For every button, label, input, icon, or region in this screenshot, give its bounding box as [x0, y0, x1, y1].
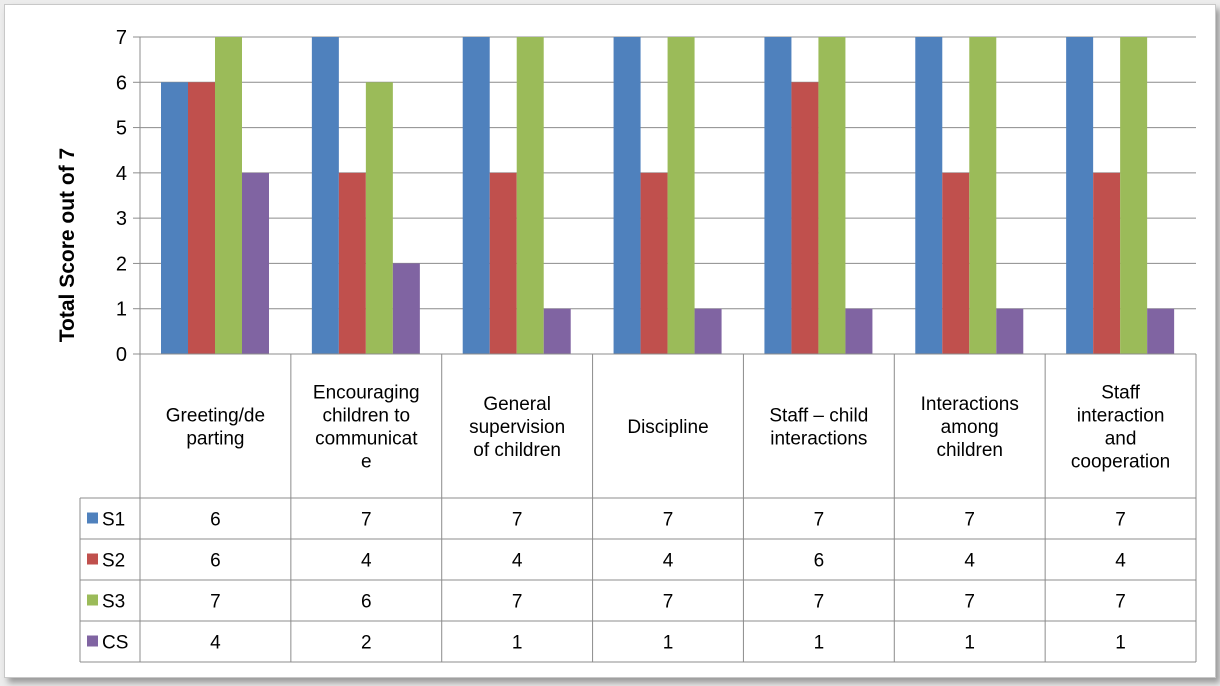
bar-s3-1: [365, 82, 393, 355]
table-cell-s3: 7: [210, 592, 221, 613]
bar-s2-6: [1093, 172, 1121, 354]
category-label: General: [483, 394, 551, 415]
table-cell-cs: 1: [512, 633, 523, 654]
table-cell-s3: 7: [512, 592, 523, 613]
table-cell-s2: 4: [663, 551, 674, 572]
bar-s1-5: [915, 37, 943, 354]
category-label: e: [361, 452, 372, 473]
y-tick-label: 7: [116, 27, 127, 49]
table-cell-s3: 7: [814, 592, 825, 613]
table-cell-s2: 4: [964, 551, 975, 572]
bar-s3-0: [215, 37, 242, 354]
table-cell-cs: 1: [1115, 633, 1126, 654]
category-label: cooperation: [1071, 452, 1170, 473]
table-cell-s2: 4: [1115, 551, 1126, 572]
bar-s3-6: [1120, 37, 1148, 354]
table-cell-s2: 6: [814, 551, 825, 572]
table-cell-cs: 2: [361, 633, 372, 654]
bar-s2-4: [791, 82, 819, 355]
table-cell-cs: 4: [210, 633, 221, 654]
category-label: Interactions: [921, 394, 1019, 415]
table-cell-s1: 7: [512, 510, 523, 531]
bar-cs-3: [694, 308, 722, 354]
table-cell-s1: 7: [663, 510, 674, 531]
bar-s1-3: [613, 37, 641, 354]
table-cell-s1: 7: [1115, 510, 1126, 531]
table-cell-cs: 1: [814, 633, 825, 654]
y-axis-label: Total Score out of 7: [56, 148, 79, 342]
category-label: and: [1105, 429, 1137, 450]
table-cell-s2: 4: [361, 551, 372, 572]
legend-key-s1: [87, 512, 98, 524]
legend-key-cs: [87, 635, 98, 647]
category-label: Discipline: [627, 417, 708, 438]
y-tick-label: 4: [116, 163, 127, 185]
category-label: supervision: [469, 417, 565, 438]
category-label: Staff – child: [769, 406, 868, 427]
bar-cs-2: [543, 308, 571, 354]
y-tick-label: 0: [116, 344, 127, 366]
category-label: children: [936, 440, 1003, 461]
legend-label-s1: S1: [102, 510, 125, 531]
table-cell-s1: 7: [814, 510, 825, 531]
bar-s1-2: [462, 37, 490, 354]
table-cell-s2: 4: [512, 551, 523, 572]
bar-s2-2: [489, 172, 517, 354]
y-tick-label: 2: [116, 253, 127, 275]
table-cell-s1: 7: [964, 510, 975, 531]
bar-s2-5: [942, 172, 970, 354]
bar-cs-5: [996, 308, 1024, 354]
category-label: interaction: [1077, 406, 1165, 427]
bar-s3-2: [516, 37, 544, 354]
category-label: interactions: [770, 429, 867, 450]
bar-cs-1: [392, 263, 420, 354]
y-tick-label: 5: [116, 118, 127, 140]
legend-key-s2: [87, 553, 98, 565]
table-cell-s3: 6: [361, 592, 372, 613]
bar-cs-4: [845, 308, 873, 354]
legend-label-s3: S3: [102, 592, 125, 613]
table-cell-s3: 7: [1115, 592, 1126, 613]
table-cell-s3: 7: [964, 592, 975, 613]
table-cell-s1: 6: [210, 510, 221, 531]
category-label: of children: [473, 440, 561, 461]
category-label: children to: [322, 406, 410, 427]
y-tick-label: 1: [116, 299, 127, 321]
bar-s3-4: [818, 37, 846, 354]
category-label: Staff: [1101, 383, 1140, 404]
bar-cs-0: [242, 172, 269, 354]
table-cell-cs: 1: [663, 633, 674, 654]
y-tick-label: 6: [116, 72, 127, 94]
category-label: parting: [186, 429, 244, 450]
table-cell-s2: 6: [210, 551, 221, 572]
table-cell-s1: 7: [361, 510, 372, 531]
y-axis: 0 1 2 3 4 5 6 7: [116, 27, 141, 366]
y-tick-label: 3: [116, 208, 127, 230]
legend-label-cs: CS: [102, 633, 128, 654]
category-label: communicat: [315, 429, 418, 450]
legend-key-s3: [87, 594, 98, 606]
table-cell-cs: 1: [964, 633, 975, 654]
table-cell-s3: 7: [663, 592, 674, 613]
bar-s1-4: [764, 37, 792, 354]
bars: [161, 37, 1175, 355]
bar-s2-0: [188, 82, 215, 355]
bar-s1-0: [161, 82, 188, 355]
category-label: Greeting/de: [166, 406, 265, 427]
category-label: among: [941, 417, 999, 438]
category-label: Encouraging: [313, 383, 420, 404]
bar-s2-1: [338, 172, 366, 354]
bar-s1-1: [311, 37, 339, 354]
bar-s2-3: [640, 172, 668, 354]
legend-label-s2: S2: [102, 551, 125, 572]
bar-s3-3: [667, 37, 695, 354]
bar-s1-6: [1066, 37, 1094, 354]
bar-s3-5: [969, 37, 997, 354]
bar-cs-6: [1147, 308, 1175, 354]
